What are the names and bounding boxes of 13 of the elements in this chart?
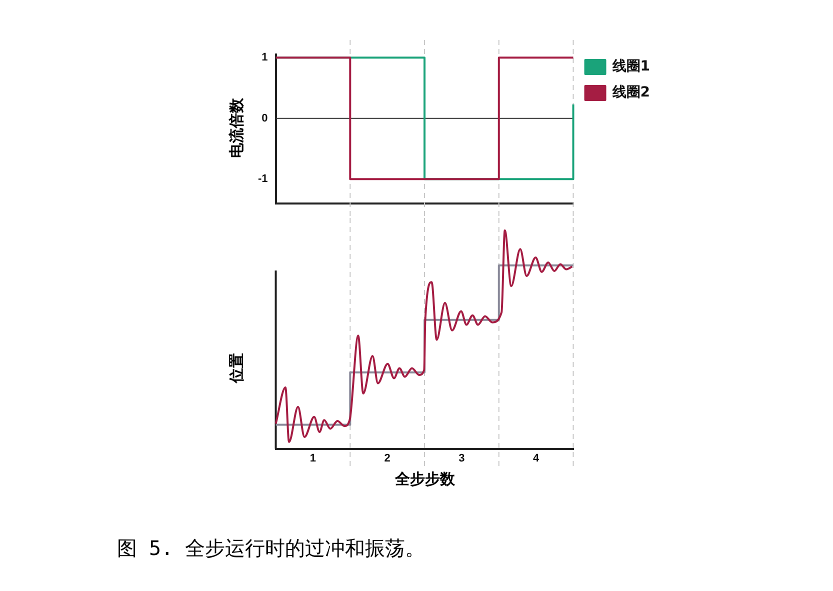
y-axis-title: 电流倍数 bbox=[228, 98, 246, 158]
x-tick-label: 2 bbox=[384, 452, 390, 464]
x-tick-label: 1 bbox=[310, 452, 316, 464]
y-tick-label: -1 bbox=[258, 173, 268, 186]
y-axis-title: 位置 bbox=[228, 353, 246, 383]
x-axis-title: 全步步数 bbox=[395, 470, 455, 489]
x-tick-label: 3 bbox=[458, 452, 465, 464]
legend-label: 线圈2 bbox=[611, 84, 650, 101]
legend-label: 线圈1 bbox=[611, 58, 650, 75]
y-tick-label: 1 bbox=[262, 52, 268, 64]
caption: 图 5. 全步运行时的过冲和振荡。 bbox=[117, 535, 426, 562]
y-tick-label: 0 bbox=[262, 112, 268, 124]
x-tick-label: 4 bbox=[533, 452, 540, 464]
